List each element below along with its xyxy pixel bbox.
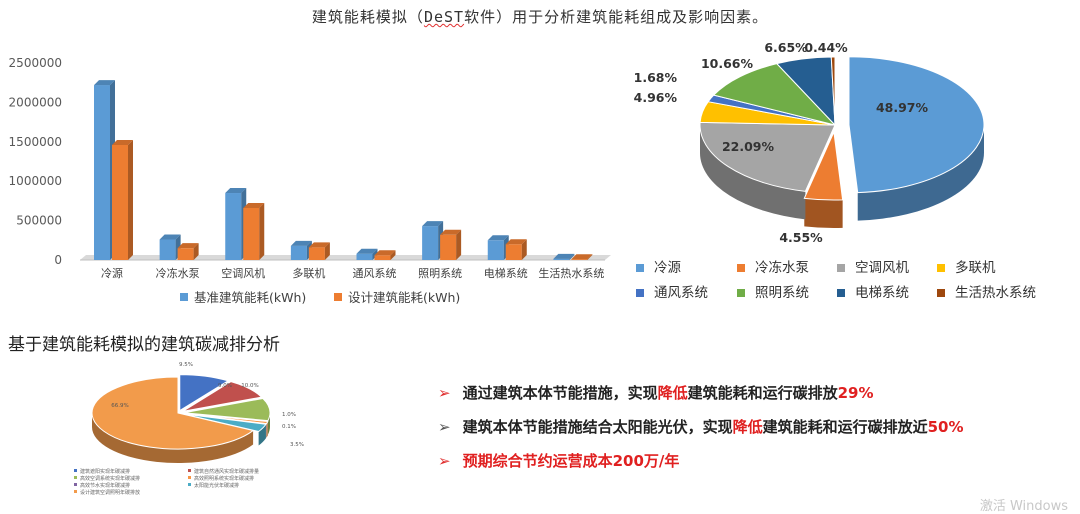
arrow-bullet-icon: ➢ xyxy=(438,418,451,436)
pie-legend-swatch xyxy=(937,289,945,297)
pie-legend-item: 照明系统 xyxy=(737,281,809,301)
carbon-legend-swatch xyxy=(188,476,191,479)
arrow-bullet-icon: ➢ xyxy=(438,452,451,470)
carbon-legend-label: 高效照明系统实现年碳减排 xyxy=(194,475,254,482)
bar-legend-swatch xyxy=(334,293,342,301)
pie-legend-swatch xyxy=(737,289,745,297)
x-tick-label: 多联机 xyxy=(292,266,325,280)
pie-legend-item: 冷源 xyxy=(636,256,681,276)
page-heading: 建筑能耗模拟（DeST软件）用于分析建筑能耗组成及影响因素。 xyxy=(0,6,1080,27)
x-tick-label: 冷源 xyxy=(101,266,123,280)
pie-legend-swatch xyxy=(636,264,644,272)
pie-data-label: 3.5% xyxy=(290,442,304,448)
bar xyxy=(309,242,330,260)
pie-data-label: 66.9% xyxy=(111,403,128,409)
pie-data-label: 4.96% xyxy=(634,90,678,105)
y-tick-label: 500000 xyxy=(16,214,62,228)
bullet-item: ➢预期综合节约运营成本200万/年 xyxy=(438,450,679,471)
bar xyxy=(243,203,264,260)
carbon-legend-label: 设计建筑空调照明年碳排放 xyxy=(80,489,140,496)
carbon-reduction-pie-chart: 9.5% 9.0% 10.0% 1.0% 0.1% 3.5% 66.9% 建筑遮阳实现年碳减排… xyxy=(60,355,350,510)
arrow-bullet-icon: ➢ xyxy=(438,384,451,402)
y-tick-label: 2000000 xyxy=(9,95,62,109)
bar xyxy=(488,235,509,260)
pie-data-label: 9.0% xyxy=(218,383,232,389)
bar xyxy=(440,230,461,260)
carbon-legend-label: 建筑遮阳实现年碳减排 xyxy=(80,468,130,475)
pie-legend-swatch xyxy=(737,264,745,272)
bar xyxy=(291,241,312,260)
pie-legend-swatch xyxy=(636,289,644,297)
x-tick-label: 生活热水系统 xyxy=(538,266,604,280)
section-title: 基于建筑能耗模拟的建筑碳减排分析 xyxy=(8,330,280,355)
bar xyxy=(94,80,115,260)
pie-data-label: 6.65% xyxy=(764,40,808,55)
energy-share-pie-chart: 48.97% 4.55% 22.09% 4.96% 1.68% 10.66% 6.65%0.… xyxy=(620,30,1080,245)
pie-data-label: 10.66% xyxy=(701,56,754,71)
pie-legend-item: 多联机 xyxy=(937,256,996,276)
bar xyxy=(506,239,527,260)
carbon-legend-swatch xyxy=(188,469,191,472)
carbon-legend-swatch xyxy=(74,476,77,479)
pie-data-label: 4.55% xyxy=(779,230,823,245)
y-tick-label: 1000000 xyxy=(9,174,62,188)
x-tick-label: 照明系统 xyxy=(418,267,462,280)
carbon-legend-swatch xyxy=(74,483,77,486)
pie-data-label: 9.5% xyxy=(179,362,193,368)
bar xyxy=(225,188,246,260)
carbon-legend-label: 太阳能光伏年碳减排 xyxy=(194,482,239,489)
x-tick-label: 冷冻水泵 xyxy=(156,266,200,280)
bar xyxy=(160,235,181,260)
windows-activation-watermark: 激活 Windows xyxy=(980,495,1068,514)
pie-data-label: 0.1% xyxy=(282,424,296,430)
carbon-legend-swatch xyxy=(188,483,191,486)
energy-bar-chart: 0 500000 1000000 1500000 2000000 2500000 冷源 冷冻水… xyxy=(0,40,620,315)
pie-slice-side xyxy=(804,198,842,228)
pie-data-label: 1.68% xyxy=(634,70,678,85)
carbon-legend-swatch xyxy=(74,469,77,472)
pie-data-label: 10.0% xyxy=(241,383,258,389)
pie-legend-swatch xyxy=(837,289,845,297)
bullet-item: ➢建筑本体节能措施结合太阳能光伏，实现降低建筑能耗和运行碳排放近50% xyxy=(438,416,964,437)
pie-data-label: 0.44% xyxy=(804,40,848,55)
carbon-legend-label: 高效节水实现年碳减排 xyxy=(80,482,130,489)
bar-legend-swatch xyxy=(180,293,188,301)
bar-legend-label: 设计建筑能耗(kWh) xyxy=(348,290,460,305)
bar xyxy=(112,140,133,260)
bullet-item: ➢通过建筑本体节能措施，实现降低建筑能耗和运行碳排放29% xyxy=(438,382,874,403)
pie-legend-item: 冷冻水泵 xyxy=(737,256,809,276)
bar xyxy=(422,221,443,260)
x-tick-label: 空调风机 xyxy=(221,266,265,280)
x-tick-label: 通风系统 xyxy=(353,267,397,280)
pie-legend-item: 通风系统 xyxy=(636,281,708,301)
pie-legend-item: 空调风机 xyxy=(837,256,909,276)
pie-legend-swatch xyxy=(837,264,845,272)
y-tick-label: 2500000 xyxy=(9,56,62,70)
pie-data-label: 48.97% xyxy=(876,100,929,115)
pie-data-label: 22.09% xyxy=(722,139,775,154)
carbon-legend-label: 建筑自然通风实现年碳减排量 xyxy=(194,468,259,475)
carbon-legend-label: 高效空调系统实现年碳减排 xyxy=(80,475,140,482)
pie-data-label: 1.0% xyxy=(282,412,296,418)
y-tick-label: 1500000 xyxy=(9,135,62,149)
carbon-legend-swatch xyxy=(74,490,77,493)
pie-legend-item: 电梯系统 xyxy=(837,281,909,301)
pie-legend-item: 生活热水系统 xyxy=(937,281,1036,301)
bar-legend-label: 基准建筑能耗(kWh) xyxy=(194,290,306,305)
y-tick-label: 0 xyxy=(54,253,62,267)
pie-legend-swatch xyxy=(937,264,945,272)
bar xyxy=(178,243,199,260)
x-tick-label: 电梯系统 xyxy=(484,267,528,280)
